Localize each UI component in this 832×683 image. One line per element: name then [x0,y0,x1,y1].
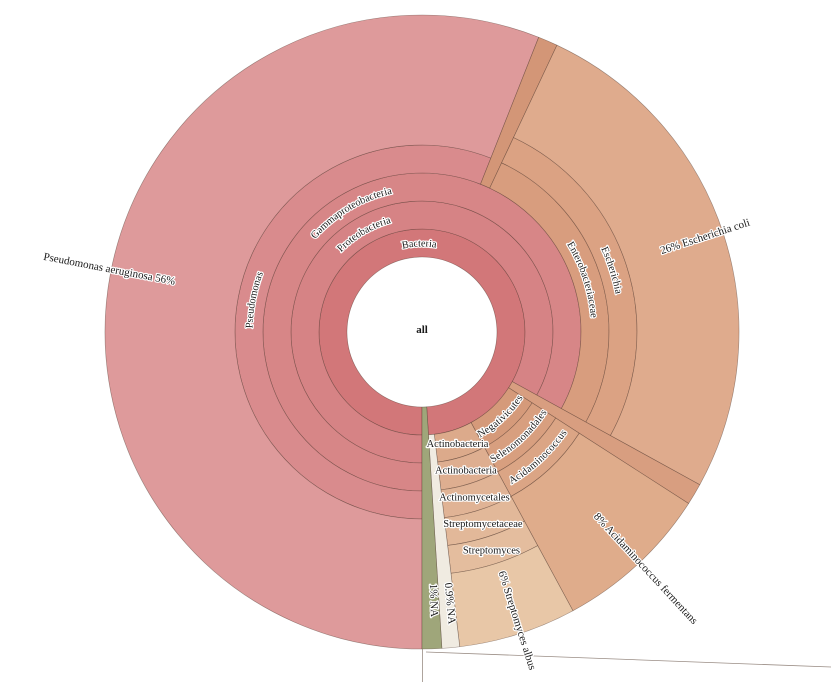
ring-label-streptomyces: Streptomyces [463,546,520,557]
wedge-na[interactable] [421,406,443,650]
outer-label-0-9-na: 0.9% NA [442,582,458,625]
ring-label-bacteria: Bacteria [401,238,438,251]
root-label[interactable]: all [416,324,428,336]
wedge-escherichia-coli[interactable] [513,44,740,486]
wedge-layer [104,14,740,650]
ring-label-actinobacteria: Actinobacteria [427,439,489,450]
wedge-pseudomonas-aeruginosa[interactable] [104,14,539,650]
ring-label-actinomycetales: Actinomycetales [439,492,510,503]
ring-label-streptomycetaceae: Streptomycetaceae [443,519,523,530]
ring-label-actinobacteria: Actinobacteria [435,466,497,477]
leader-line-layer [422,649,832,682]
leader-line [425,651,832,668]
outer-label-1-na: 1% NA [427,584,440,618]
